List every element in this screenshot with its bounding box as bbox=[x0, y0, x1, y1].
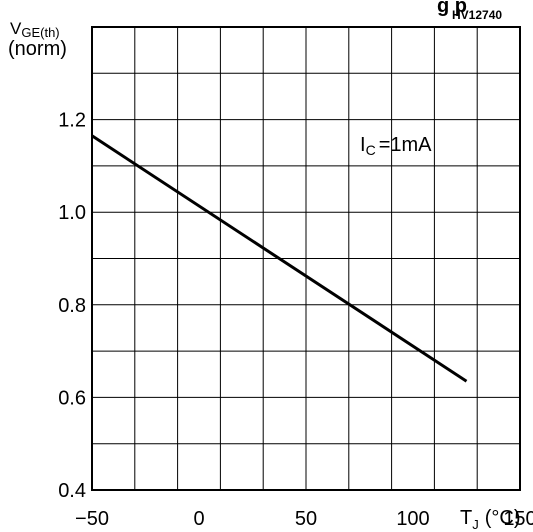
x-tick-label: 0 bbox=[193, 508, 204, 530]
x-tick-label: 100 bbox=[396, 508, 429, 530]
y-tick-label: 0.4 bbox=[58, 480, 86, 502]
document-code: HV12740 bbox=[452, 8, 502, 22]
series-line-vge-th bbox=[91, 134, 468, 383]
series-group bbox=[91, 134, 468, 383]
y-tick-label: 0.8 bbox=[58, 295, 86, 317]
y-axis-label: VGE(th) bbox=[10, 19, 60, 40]
grid-lines bbox=[92, 27, 520, 490]
y-tick-label: 0.6 bbox=[58, 387, 86, 409]
y-tick-label: 1.0 bbox=[58, 202, 86, 224]
cut-title-fragment: g p bbox=[437, 0, 467, 17]
y-axis-unit: (norm) bbox=[8, 38, 67, 60]
y-tick-labels: 0.4 0.6 0.8 1.0 1.2 bbox=[58, 110, 86, 502]
x-tick-label: 150 bbox=[503, 508, 533, 530]
y-tick-label: 1.2 bbox=[58, 110, 86, 132]
x-tick-label: −50 bbox=[75, 508, 109, 530]
x-tick-labels: −50 0 50 100 150 bbox=[75, 508, 533, 530]
x-tick-label: 50 bbox=[295, 508, 317, 530]
plot-frame bbox=[91, 26, 521, 491]
annotation-ic: IC =1mA bbox=[360, 134, 432, 158]
x-axis-label: TJ (°C) bbox=[460, 507, 520, 532]
